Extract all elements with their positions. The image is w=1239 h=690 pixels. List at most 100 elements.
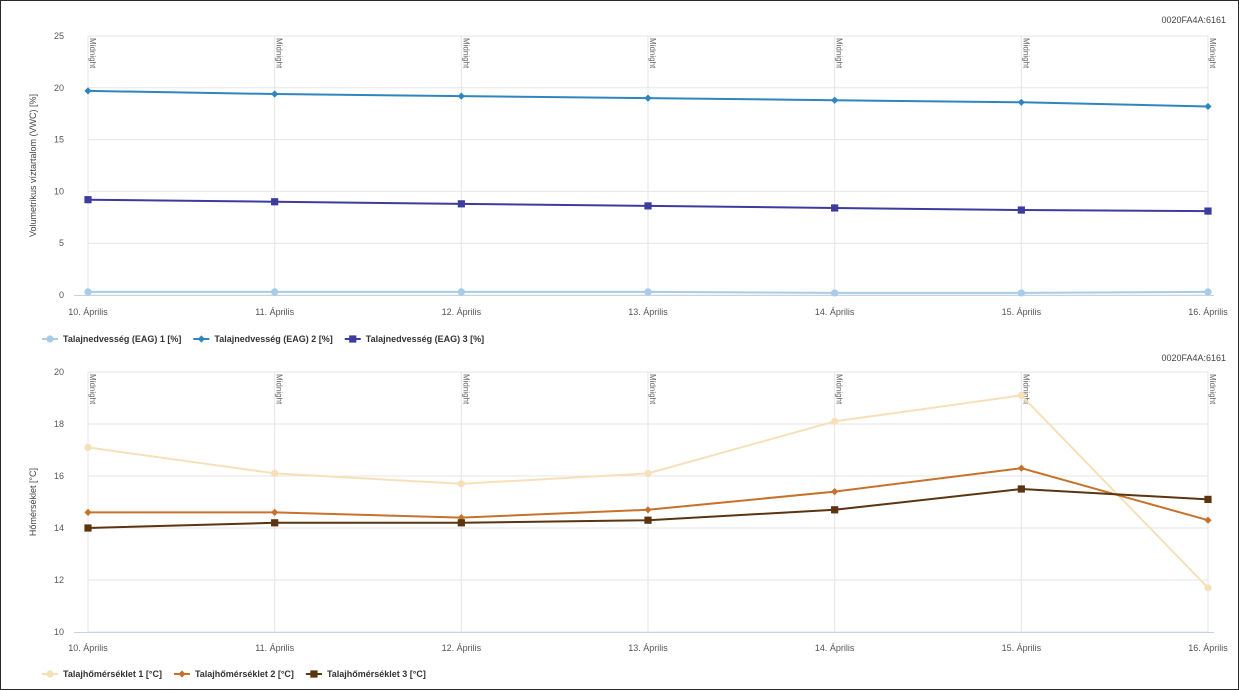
legend-marker — [310, 670, 318, 678]
data-point — [831, 488, 839, 496]
series-2 — [84, 87, 1212, 111]
y-tick-label: 18 — [54, 419, 64, 429]
data-point — [644, 469, 652, 477]
data-point — [271, 508, 279, 516]
data-point — [1204, 207, 1212, 215]
data-point — [644, 506, 652, 514]
legend-item[interactable]: Talajnedvesség (EAG) 3 [%] — [344, 334, 484, 344]
x-tick-label: 14. Április — [815, 643, 855, 653]
data-point — [457, 514, 465, 522]
legend-label: Talajhőmérséklet 3 [°C] — [327, 669, 426, 679]
series-3 — [84, 485, 1212, 532]
x-tick-label: 15. Április — [1002, 307, 1042, 317]
x-tick-label: 16. Április — [1188, 307, 1228, 317]
midnight-label: Midnight — [1208, 374, 1217, 405]
data-point — [84, 524, 92, 532]
legend-item[interactable]: Talajnedvesség (EAG) 2 [%] — [193, 334, 333, 344]
y-tick-label: 0 — [59, 290, 64, 300]
data-point — [84, 508, 92, 516]
y-tick-label: 10 — [54, 186, 64, 196]
data-point — [271, 198, 279, 206]
y-tick-label: 12 — [54, 575, 64, 585]
legend-item[interactable]: Talajnedvesség (EAG) 1 [%] — [42, 334, 181, 344]
data-point — [84, 196, 92, 204]
y-axis-title: Hőmérséklet [°C] — [28, 468, 38, 536]
legend-label: Talajnedvesség (EAG) 1 [%] — [63, 334, 181, 344]
x-tick-label: 11. Április — [255, 643, 294, 653]
midnight-label: Midnight — [461, 374, 470, 405]
legend-label: Talajhőmérséklet 2 [°C] — [195, 669, 294, 679]
midnight-label: Midnight — [835, 374, 844, 405]
legend-marker — [46, 335, 54, 343]
x-tick-label: 13. Április — [628, 643, 668, 653]
x-tick-label: 15. Április — [1002, 643, 1042, 653]
y-tick-label: 25 — [54, 31, 64, 41]
midnight-label: Midnight — [1021, 38, 1030, 69]
series-1 — [84, 391, 1212, 592]
midnight-label: Midnight — [1021, 374, 1030, 405]
data-point — [457, 92, 465, 100]
data-point — [457, 288, 465, 296]
legend-marker — [197, 335, 205, 343]
data-point — [457, 480, 465, 488]
data-point — [644, 202, 652, 210]
y-tick-label: 10 — [54, 627, 64, 637]
series-2 — [84, 464, 1212, 524]
data-point — [1204, 516, 1212, 524]
x-tick-label: 12. Április — [442, 307, 482, 317]
legend-item[interactable]: Talajhőmérséklet 2 [°C] — [173, 669, 294, 679]
x-tick-label: 11. Április — [255, 307, 294, 317]
data-point — [271, 519, 279, 527]
data-point — [1204, 102, 1212, 111]
midnight-label: Midnight — [88, 38, 97, 69]
y-tick-label: 5 — [59, 238, 64, 248]
data-point — [1017, 391, 1025, 399]
midnight-label: Midnight — [461, 38, 470, 69]
device-id-label: 0020FA4A:6161 — [1161, 353, 1226, 363]
chart-2: 10 12 14 16 18 20 Midnight 10. Április Midnight 1… — [28, 353, 1228, 679]
legend-marker — [178, 670, 186, 678]
midnight-label: Midnight — [648, 38, 657, 69]
data-point — [831, 204, 839, 212]
data-point — [84, 87, 92, 95]
data-point — [271, 90, 279, 98]
chart-1: 0 5 10 15 20 25 Midnight 10. Április Midnight 11.… — [28, 15, 1228, 344]
device-id-label: 0020FA4A:6161 — [1161, 15, 1226, 25]
data-point — [1017, 206, 1025, 214]
data-point — [644, 94, 652, 102]
data-point — [644, 288, 652, 296]
legend-marker — [349, 335, 357, 343]
legend-label: Talajnedvesség (EAG) 3 [%] — [366, 334, 484, 344]
midnight-label: Midnight — [1208, 38, 1217, 69]
data-point — [1017, 98, 1025, 106]
data-point — [1204, 584, 1212, 592]
data-point — [84, 288, 92, 296]
midnight-label: Midnight — [648, 374, 657, 405]
data-point — [1204, 288, 1212, 296]
data-point — [271, 469, 279, 477]
legend-marker — [46, 670, 54, 678]
data-point — [457, 519, 465, 527]
y-tick-label: 20 — [54, 83, 64, 93]
data-point — [1017, 485, 1025, 493]
x-tick-label: 16. Április — [1188, 643, 1228, 653]
data-point — [644, 516, 652, 524]
x-tick-label: 10. Április — [68, 643, 108, 653]
data-point — [1204, 495, 1212, 503]
x-tick-label: 12. Április — [442, 643, 482, 653]
legend-item[interactable]: Talajhőmérséklet 3 [°C] — [305, 669, 426, 679]
x-tick-label: 10. Április — [68, 307, 108, 317]
midnight-label: Midnight — [835, 38, 844, 69]
y-tick-label: 20 — [54, 367, 64, 377]
data-point — [831, 417, 839, 425]
y-tick-label: 16 — [54, 471, 64, 481]
legend-item[interactable]: Talajhőmérséklet 1 [°C] — [42, 669, 162, 679]
data-point — [1017, 289, 1025, 297]
series-1 — [84, 288, 1212, 297]
series-3 — [84, 196, 1212, 215]
midnight-label: Midnight — [275, 374, 284, 405]
legend-label: Talajhőmérséklet 1 [°C] — [63, 669, 162, 679]
x-tick-label: 14. Április — [815, 307, 855, 317]
data-point — [457, 200, 465, 208]
